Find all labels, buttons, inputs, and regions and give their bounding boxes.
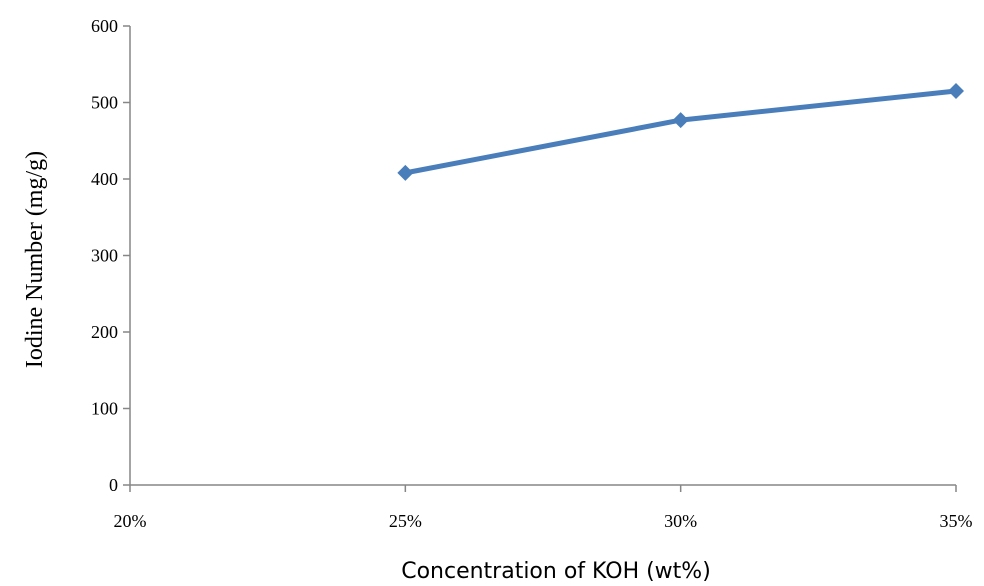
y-tick-label: 100: [91, 399, 118, 419]
data-point-marker: [672, 112, 689, 129]
x-tick-label: 20%: [114, 511, 147, 531]
x-tick-label: 35%: [940, 511, 973, 531]
x-tick-label: 25%: [389, 511, 422, 531]
y-tick-label: 0: [109, 475, 118, 495]
data-point-marker: [397, 164, 414, 181]
y-tick-label: 300: [91, 246, 118, 266]
y-tick-label: 200: [91, 322, 118, 342]
x-axis-title: Concentration of KOH (wt%): [401, 559, 711, 584]
series-layer: [397, 83, 964, 181]
data-point-marker: [948, 83, 964, 100]
y-tick-label: 500: [91, 93, 118, 113]
y-tick-label: 400: [91, 169, 118, 189]
y-axis-title: Iodine Number (mg/g): [22, 151, 48, 368]
y-axis-ticks: 0 100 200 300 400 500 600: [91, 16, 130, 495]
series-line: [402, 88, 959, 176]
y-tick-label: 600: [91, 16, 118, 36]
x-tick-label: 30%: [664, 511, 697, 531]
x-axis-ticks: 20% 25% 30% 35%: [114, 485, 973, 531]
